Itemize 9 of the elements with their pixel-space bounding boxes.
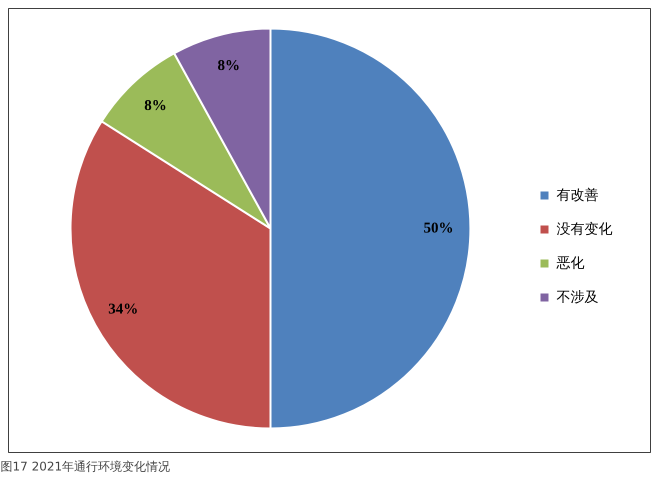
caption: 图17 2021年通行环境变化情况 [0, 460, 170, 474]
legend-label: 没有变化 [556, 222, 612, 238]
data-label: 34% [108, 301, 138, 318]
legend-label: 恶化 [556, 256, 584, 272]
legend-label: 不涉及 [556, 290, 598, 306]
data-label: 8% [144, 98, 167, 114]
data-label: 50% [424, 220, 454, 236]
data-label: 8% [217, 58, 240, 74]
legend-label: 有改善 [556, 186, 598, 204]
